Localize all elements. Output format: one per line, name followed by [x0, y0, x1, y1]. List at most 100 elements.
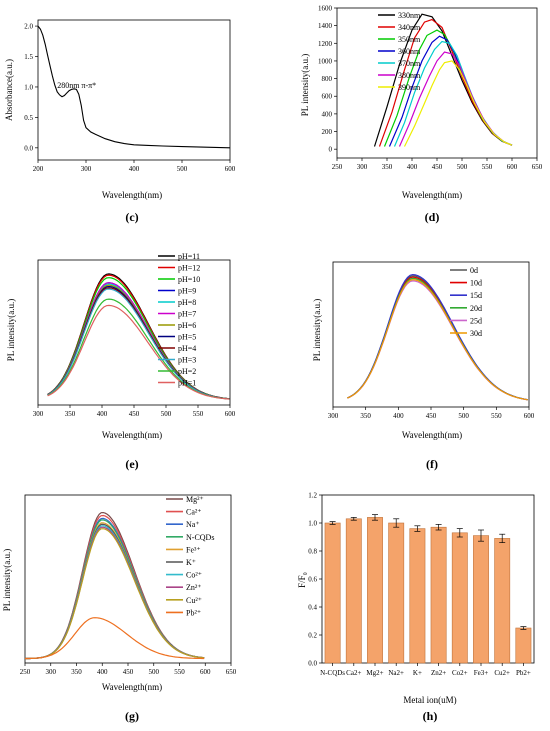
panel-label: (g) [125, 709, 139, 723]
legend-label: 360nm [398, 47, 421, 56]
x-tick-label: N-CQDs [320, 669, 345, 677]
series-line [47, 277, 230, 400]
y-axis-title: PL intensity(a.u.) [2, 549, 12, 611]
x-axis-title: Metal ion(uM) [403, 695, 456, 705]
x-tick-label: 600 [225, 410, 236, 418]
chart-panel-g: (g) Wavelength(nm) PL intensity(a.u.) 250 30… [2, 494, 237, 723]
panel-label: (c) [125, 210, 138, 224]
x-tick-label: 550 [491, 412, 502, 420]
series-line [47, 282, 230, 400]
x-tick-label: 400 [97, 668, 108, 676]
y-tick-label: 1.0 [308, 520, 317, 528]
legend-label: 30d [470, 329, 482, 338]
y-tick-label: 0.0 [308, 660, 317, 668]
x-tick-label: 400 [97, 410, 108, 418]
x-tick-label: 450 [432, 163, 443, 171]
legend-label: Na⁺ [186, 520, 200, 529]
legend-label: pH=11 [178, 252, 200, 261]
x-tick-label: Na2+ [388, 669, 404, 677]
legend-label: Mg²⁺ [186, 495, 204, 504]
x-axis-title: Wavelength(nm) [102, 430, 162, 440]
panel-label: (f) [426, 457, 438, 471]
x-tick-label: 200 [33, 165, 44, 173]
x-tick-label: K+ [413, 669, 422, 677]
series-line [347, 279, 528, 401]
legend-label: 15d [470, 291, 482, 300]
chart-panel-h: (h) Metal ion(uM) F/F₀ 0.0 0.2 0.4 0.6 0.8 1.0 1.… [297, 492, 535, 723]
x-tick-label: 350 [71, 668, 82, 676]
y-axis-title: PL intensity(a.u.) [6, 299, 16, 361]
x-tick-label: 500 [457, 163, 468, 171]
x-tick-label: 600 [507, 163, 518, 171]
legend-label: pH=10 [178, 275, 200, 284]
bar [345, 518, 362, 664]
legend-label: Zn²⁺ [186, 583, 202, 592]
series-line [24, 517, 205, 660]
x-tick-label: 650 [226, 668, 237, 676]
series-line [25, 617, 205, 660]
series-line [24, 519, 205, 660]
x-tick-label: 300 [33, 410, 44, 418]
y-tick-label: 1.5 [24, 53, 33, 61]
series-line [37, 25, 231, 149]
x-tick-label: Ca2+ [346, 669, 361, 677]
legend-label: 25d [470, 316, 482, 325]
y-tick-label: 600 [322, 93, 333, 101]
panel-label: (d) [425, 210, 440, 224]
legend-label: 370nm [398, 59, 421, 68]
x-tick-label: 500 [161, 410, 172, 418]
bar [451, 532, 468, 664]
panel-label: (e) [125, 457, 138, 471]
series-line [24, 522, 205, 660]
legend-label: 10d [470, 279, 482, 288]
y-tick-label: 0.2 [308, 632, 317, 640]
y-tick-label: 1.0 [24, 83, 33, 91]
x-tick-label: Mg2+ [366, 669, 383, 677]
series-line [24, 525, 205, 660]
y-tick-label: 2.0 [24, 23, 33, 31]
x-axis-title: Wavelength(nm) [402, 190, 462, 200]
legend-label: K⁺ [186, 558, 196, 567]
x-tick-label: 450 [426, 412, 437, 420]
legend-label: Pb²⁺ [186, 608, 201, 617]
y-tick-label: 400 [322, 110, 333, 118]
legend-label: Fe³⁺ [186, 545, 201, 554]
legend-label: pH=4 [178, 344, 196, 353]
x-tick-label: 350 [360, 412, 371, 420]
series-line [47, 285, 230, 400]
peak-annotation: 280nm π-π* [57, 81, 96, 90]
legend-label: 380nm [398, 71, 421, 80]
x-tick-label: 450 [123, 668, 134, 676]
legend-label: pH=5 [178, 333, 196, 342]
legend-label: Co²⁺ [186, 571, 202, 580]
legend-label: pH=1 [178, 379, 196, 388]
y-tick-label: 1600 [318, 5, 333, 13]
x-tick-label: 300 [81, 165, 92, 173]
series-line [24, 528, 205, 660]
x-tick-label: 300 [328, 412, 339, 420]
legend-label: pH=2 [178, 367, 196, 376]
series-line [47, 282, 230, 400]
x-tick-label: 550 [174, 668, 185, 676]
legend-label: 340nm [398, 23, 421, 32]
x-tick-label: 550 [482, 163, 493, 171]
x-tick-label: 400 [407, 163, 418, 171]
y-tick-label: 0 [329, 146, 333, 154]
bar [367, 517, 383, 664]
legend-label: 0d [470, 266, 478, 275]
legend-label: 20d [470, 304, 482, 313]
y-tick-label: 0.6 [308, 576, 317, 584]
series-line [47, 283, 230, 400]
series-line [347, 273, 528, 401]
x-axis-title: Wavelength(nm) [402, 430, 462, 440]
x-tick-label: Cu2+ [494, 669, 510, 677]
chart-panel-c: (c) Wavelength(nm) Absorbance(a.u.) 200 300 4… [4, 19, 236, 224]
x-tick-label: 400 [129, 165, 140, 173]
y-axis-title: PL intensity(a.u.) [300, 54, 310, 116]
x-tick-label: 600 [225, 165, 236, 173]
x-tick-label: Fe3+ [474, 669, 489, 677]
legend-label: pH=9 [178, 287, 196, 296]
x-tick-label: 300 [46, 668, 57, 676]
bar [409, 528, 426, 664]
